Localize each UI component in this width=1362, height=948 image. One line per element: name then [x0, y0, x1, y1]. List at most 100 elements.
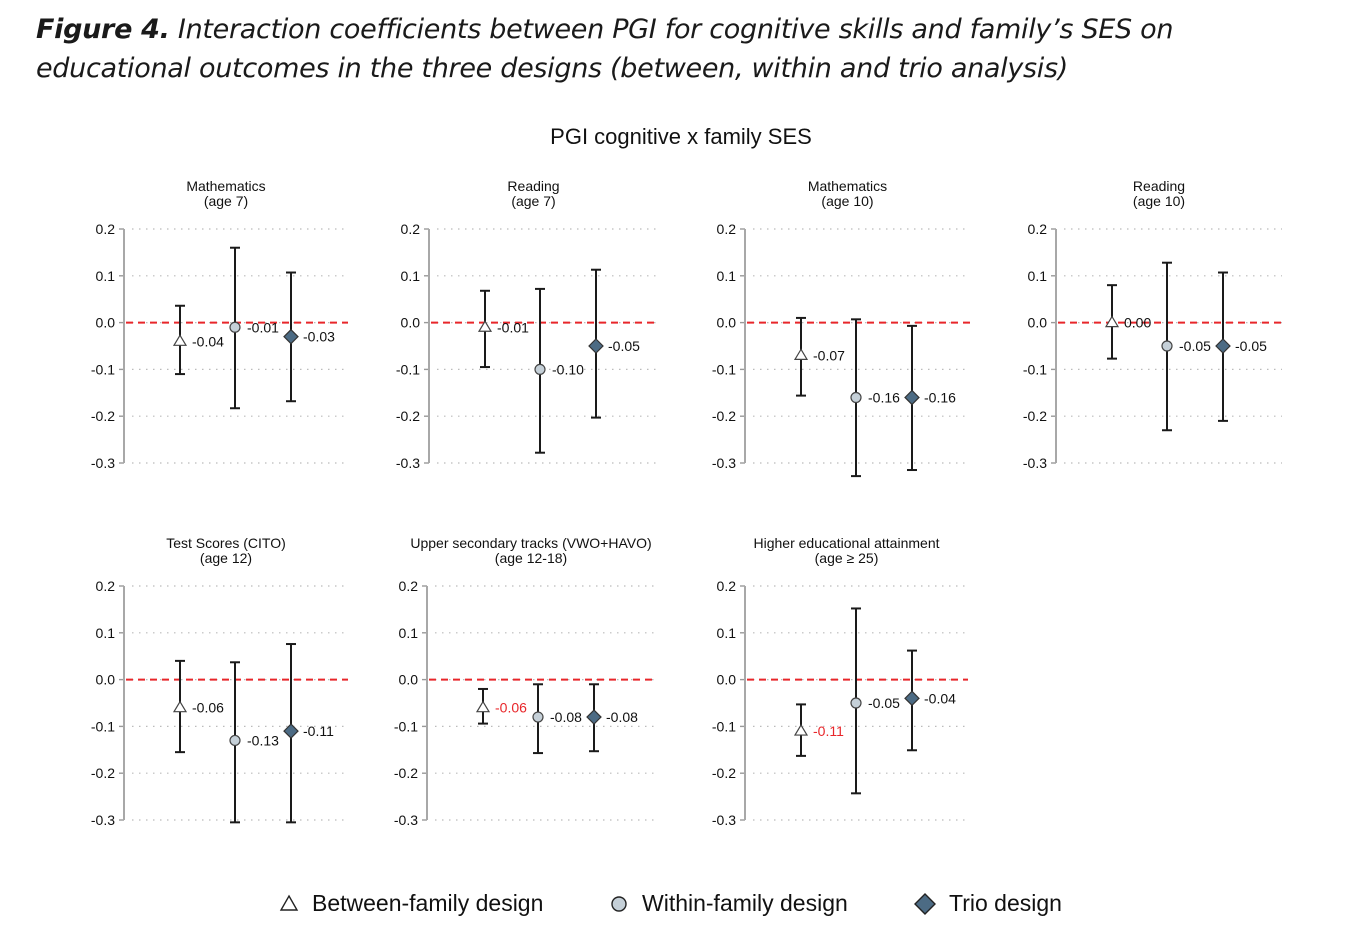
- point-between-family: [172, 334, 188, 346]
- y-tick-label: 0.0: [717, 315, 737, 331]
- y-tick-label: 0.0: [1028, 315, 1048, 331]
- point-within-family: [532, 711, 544, 723]
- figure-caption-text: Interaction coefficients between PGI for…: [36, 14, 1174, 84]
- figure-caption: Figure 4. Interaction coefficients betwe…: [36, 10, 1326, 88]
- panel-title: (age 10): [1133, 193, 1185, 209]
- data-label: -0.05: [1179, 338, 1211, 354]
- point-trio: [588, 338, 604, 354]
- data-label: -0.06: [192, 700, 224, 716]
- diamond-icon: [914, 892, 936, 915]
- y-tick-label: 0.1: [717, 625, 737, 641]
- panel-title: (age 10): [821, 193, 873, 209]
- y-tick-label: -0.2: [394, 765, 418, 781]
- panel-title: Test Scores (CITO): [166, 535, 286, 551]
- point-between-family: [1104, 315, 1120, 328]
- triangle-open-icon: [279, 894, 299, 911]
- y-tick-label: 0.2: [401, 221, 421, 237]
- y-tick-label: -0.1: [1023, 361, 1047, 377]
- legend-label: Trio design: [949, 890, 1062, 916]
- y-tick-label: -0.1: [712, 361, 736, 377]
- panel-title: Reading: [1133, 178, 1185, 194]
- y-tick-label: 0.1: [96, 268, 116, 284]
- panel-title: (age ≥ 25): [815, 550, 879, 566]
- point-between-family: [172, 700, 188, 713]
- point-trio: [283, 328, 299, 345]
- legend-label: Within-family design: [642, 890, 848, 916]
- point-between-family: [477, 320, 493, 332]
- y-tick-label: 0.2: [717, 578, 737, 594]
- y-tick-label: -0.2: [91, 408, 115, 424]
- data-label: -0.16: [868, 389, 900, 405]
- point-between-family: [793, 348, 809, 360]
- data-label: -0.05: [608, 338, 640, 354]
- data-label: -0.04: [924, 690, 956, 706]
- data-label: -0.16: [924, 389, 956, 405]
- legend-label: Between-family design: [312, 890, 544, 916]
- y-tick-label: -0.3: [394, 812, 418, 828]
- data-label: -0.08: [550, 709, 582, 725]
- point-between-family: [475, 700, 491, 713]
- chart-title: PGI cognitive x family SES: [550, 124, 812, 149]
- y-tick-label: 0.0: [96, 672, 116, 688]
- data-label: -0.11: [813, 723, 844, 739]
- y-tick-label: -0.2: [712, 408, 736, 424]
- panel-title: Higher educational attainment: [753, 535, 939, 551]
- y-tick-label: -0.2: [91, 765, 115, 781]
- y-tick-label: 0.0: [399, 672, 419, 688]
- data-label: -0.10: [552, 361, 584, 377]
- panel-title: (age 7): [204, 193, 248, 209]
- data-label: -0.11: [303, 723, 334, 739]
- point-within-family: [229, 734, 241, 747]
- y-tick-label: 0.2: [96, 578, 116, 594]
- point-trio: [283, 723, 299, 739]
- y-tick-label: 0.0: [96, 315, 116, 331]
- legend-item-trio: Trio design: [913, 890, 1062, 917]
- y-tick-label: 0.1: [399, 625, 419, 641]
- data-label: -0.03: [303, 329, 335, 345]
- y-tick-label: -0.2: [396, 408, 420, 424]
- legend-item-between: Between-family design: [278, 890, 543, 917]
- data-label: -0.01: [497, 319, 529, 335]
- y-tick-label: -0.1: [396, 361, 420, 377]
- panel-title: Upper secondary tracks (VWO+HAVO): [410, 535, 651, 551]
- y-tick-label: -0.2: [712, 765, 736, 781]
- data-label: -0.13: [247, 732, 279, 748]
- panel-title: Mathematics: [808, 178, 887, 194]
- y-tick-label: -0.3: [91, 812, 115, 828]
- data-label: -0.01: [247, 319, 279, 335]
- panel-title: (age 12): [200, 550, 252, 566]
- data-label: -0.08: [606, 709, 638, 725]
- data-label: -0.05: [868, 695, 900, 711]
- y-tick-label: -0.3: [1023, 455, 1047, 471]
- y-tick-label: 0.1: [96, 625, 116, 641]
- data-label: 0.00: [1124, 315, 1151, 331]
- y-tick-label: -0.1: [712, 718, 736, 734]
- panel-title: (age 7): [511, 193, 555, 209]
- y-tick-label: -0.1: [91, 718, 115, 734]
- y-tick-label: -0.1: [394, 718, 418, 734]
- y-tick-label: -0.3: [396, 455, 420, 471]
- panel-title: (age 12-18): [495, 550, 567, 566]
- circle-icon: [611, 895, 627, 912]
- legend-item-within: Within-family design: [608, 890, 848, 917]
- point-within-family: [850, 391, 862, 404]
- point-within-family: [1161, 340, 1173, 352]
- y-tick-label: 0.1: [401, 268, 421, 284]
- y-tick-label: -0.3: [712, 455, 736, 471]
- y-tick-label: -0.3: [712, 812, 736, 828]
- point-trio: [1215, 338, 1231, 354]
- point-within-family: [850, 697, 862, 709]
- panel-title: Mathematics: [186, 178, 265, 194]
- y-tick-label: 0.1: [1028, 268, 1048, 284]
- y-tick-label: 0.2: [96, 221, 116, 237]
- y-tick-label: -0.3: [91, 455, 115, 471]
- y-tick-label: 0.0: [717, 672, 737, 688]
- point-trio: [904, 690, 920, 707]
- y-tick-label: 0.2: [399, 578, 419, 594]
- point-trio: [904, 389, 920, 406]
- panel-title: Reading: [507, 178, 559, 194]
- data-label: -0.07: [813, 347, 845, 363]
- y-tick-label: -0.1: [91, 361, 115, 377]
- point-trio: [586, 709, 602, 725]
